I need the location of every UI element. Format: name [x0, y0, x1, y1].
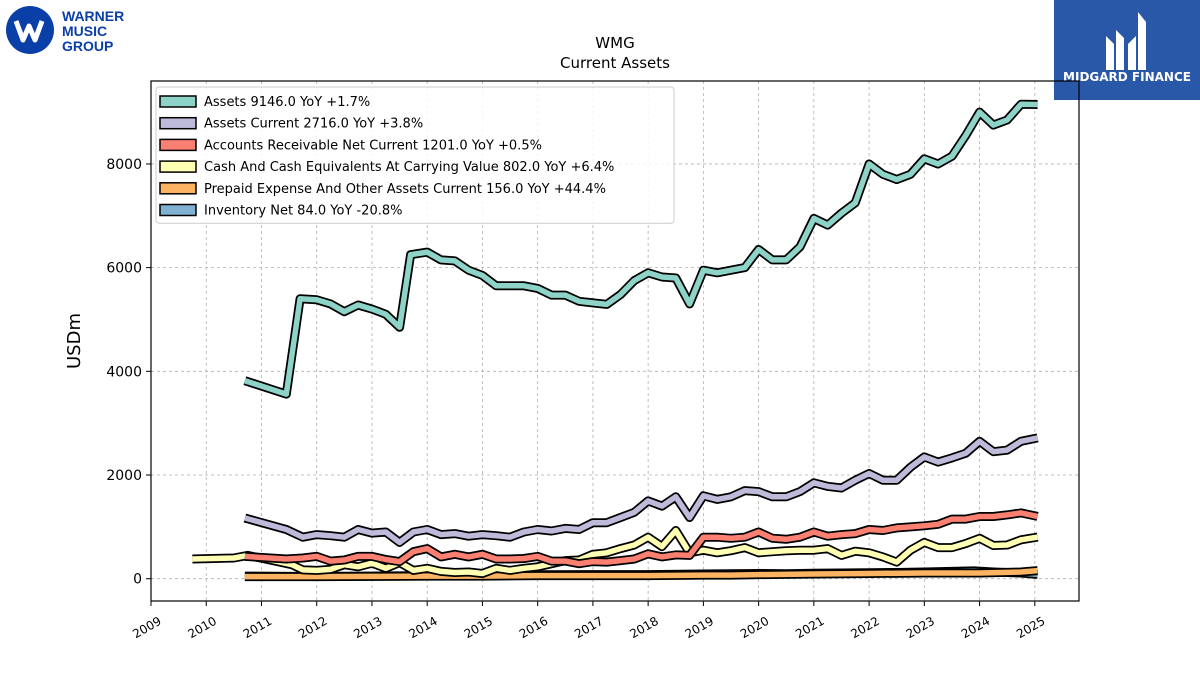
midgard-logo-text: MIDGARD FINANCE — [1063, 70, 1191, 84]
series-line-core — [244, 435, 1039, 546]
series-line — [243, 433, 1039, 547]
logo-text-line3: GROUP — [62, 38, 113, 54]
y-tick-label: 4000 — [106, 364, 142, 380]
series-lines — [192, 99, 1039, 582]
x-tick-label: 2011 — [241, 614, 274, 641]
warner-w-icon — [13, 20, 45, 43]
series-line — [243, 99, 1038, 399]
x-tick-label: 2023 — [904, 614, 937, 641]
x-tick-label: 2022 — [848, 614, 881, 641]
x-tick-label: 2016 — [517, 614, 550, 641]
x-tick-label: 2024 — [959, 614, 992, 641]
chart-subtitle: Current Assets — [560, 54, 670, 72]
series-line-core — [244, 567, 1038, 580]
y-tick-label: 6000 — [106, 261, 142, 277]
x-tick-label: 2018 — [627, 614, 660, 641]
x-tick-label: 2010 — [186, 614, 219, 641]
midgard-finance-logo: MIDGARD FINANCE — [1054, 0, 1200, 100]
series-line-core — [244, 510, 1039, 567]
x-tick-label: 2019 — [683, 614, 716, 641]
legend-swatch — [159, 95, 197, 108]
legend-entry-label: Prepaid Expense And Other Assets Current… — [204, 182, 606, 197]
logo-text-line2: MUSIC — [62, 23, 107, 39]
legend-box — [155, 86, 675, 224]
series-line — [192, 526, 1039, 578]
legend-entry-label: Accounts Receivable Net Current 1201.0 Y… — [204, 138, 542, 153]
legend-swatch — [159, 160, 197, 173]
x-tick-label: 2009 — [130, 614, 163, 641]
legend: Assets 9146.0 YoY +1.7% Assets Current 27… — [155, 86, 675, 224]
legend-entry-label: Assets 9146.0 YoY +1.7% — [204, 95, 370, 110]
series-line-core — [192, 527, 1039, 577]
midgard-emblem-icon — [1106, 12, 1146, 70]
x-tick-label: 2014 — [406, 614, 439, 641]
chart-title: WMG — [595, 34, 634, 52]
legend-entry-label: Inventory Net 84.0 YoY -20.8% — [204, 204, 403, 219]
plot-frame — [150, 80, 1080, 602]
x-tick-label: 2013 — [351, 614, 384, 641]
x-tick-label: 2021 — [793, 614, 826, 641]
y-tick-label: 0 — [133, 572, 142, 588]
legend-entry-label: Assets Current 2716.0 YoY +3.8% — [204, 117, 423, 132]
x-tick-label: 2020 — [738, 614, 771, 641]
legend-swatch — [159, 138, 197, 152]
legend-swatch — [159, 116, 197, 130]
series-line-core — [244, 101, 1038, 397]
y-axis-label: USDm — [64, 313, 85, 369]
logo-text-line1: WARNER — [62, 8, 124, 24]
legend-swatch — [159, 203, 197, 217]
warner-music-group-logo: WARNER MUSIC GROUP — [6, 6, 124, 54]
x-tick-label: 2015 — [462, 614, 495, 641]
x-tick-label: 2017 — [572, 614, 605, 641]
legend-swatch — [159, 182, 197, 195]
y-tick-label: 2000 — [106, 468, 142, 484]
x-tick-label: 2012 — [296, 614, 329, 641]
legend-entry-label: Cash And Cash Equivalents At Carrying Va… — [204, 160, 614, 175]
y-tick-label: 8000 — [106, 157, 142, 173]
series-line — [244, 566, 1038, 582]
x-tick-label: 2025 — [1014, 614, 1047, 641]
series-line — [244, 508, 1039, 569]
